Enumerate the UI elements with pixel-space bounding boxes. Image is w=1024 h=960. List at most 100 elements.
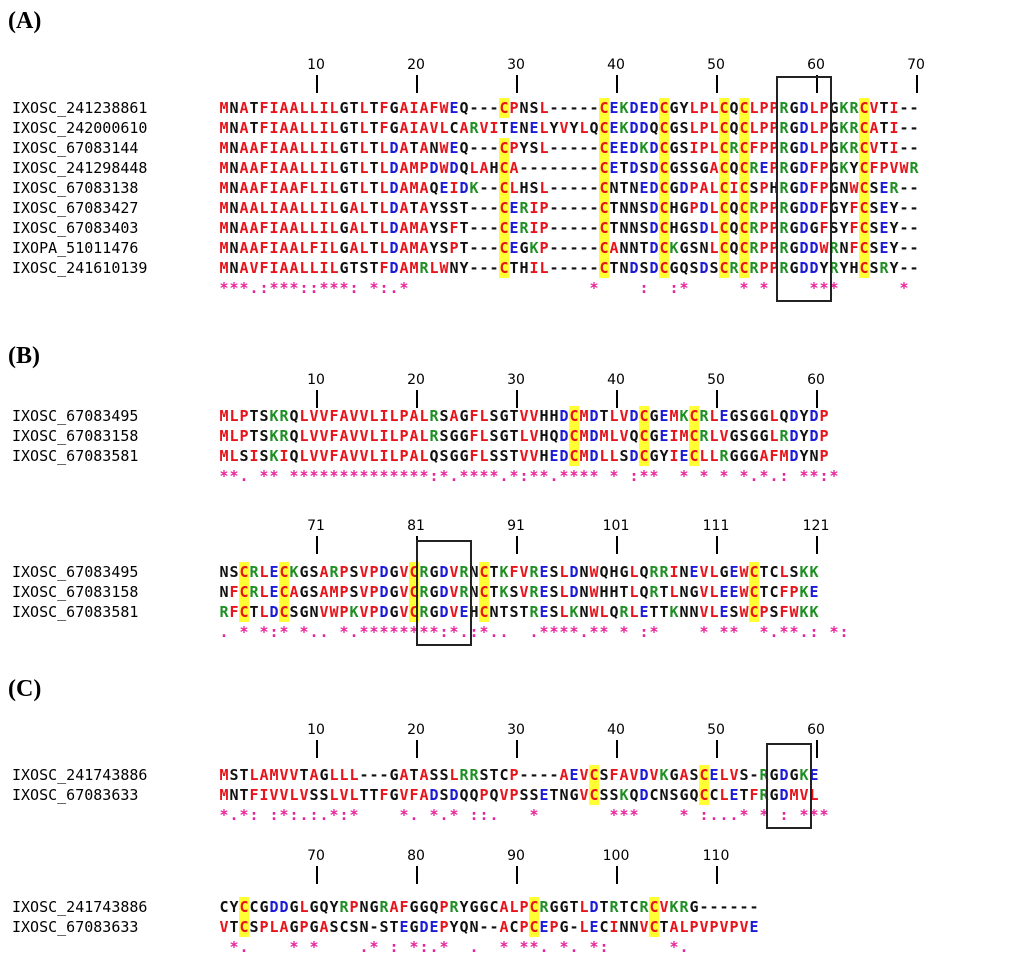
ruler-tick — [716, 740, 718, 758]
sequence-residues: CYCCGDDGLGQYRPNGRAFGGQPRYGGCALPCRGGTLDTR… — [219, 897, 759, 917]
sequence-name: IXOSC_67083581 — [12, 603, 139, 621]
sequence-name: IXOSC_242000610 — [12, 119, 148, 137]
ruler-tick — [516, 390, 518, 408]
ruler-number: 20 — [407, 372, 425, 388]
sequence-residues: MNAAFIAALFILGALTLDAMAYSPT---CEGKP-----CA… — [219, 238, 919, 258]
consensus-line: *.*: :*:.:.*:* *. *.* ::. * *** * :...* … — [219, 806, 829, 824]
ruler-tick — [516, 866, 518, 884]
ruler-number: 100 — [602, 848, 630, 864]
ruler-tick — [516, 536, 518, 554]
ruler-number: 81 — [407, 518, 425, 534]
sequence-residues: MLPTSKRQLVVFAVVLILPALRSGGFLSGTLVHQDCMDML… — [219, 426, 829, 446]
sequence-name: IXOSC_241238861 — [12, 99, 148, 117]
sequence-residues: RFCTLDCSGNVWPKVPDGVCRGDVEHCNTSTRESLKNWLQ… — [219, 602, 819, 622]
panel-label: (B) — [8, 343, 40, 369]
sequence-residues: MNAAFIAALLILGTLTLDATANWEQ---CPYSL-----CE… — [219, 138, 919, 158]
ruler-tick — [316, 740, 318, 758]
ruler-tick — [616, 390, 618, 408]
ruler-number: 101 — [602, 518, 630, 534]
ruler-number: 70 — [307, 848, 325, 864]
ruler-tick — [616, 536, 618, 554]
consensus-line: ***.:***::***: *:.* * : :* * * *** * — [219, 279, 909, 297]
ruler-tick — [816, 740, 818, 758]
ruler-number: 20 — [407, 722, 425, 738]
sequence-name: IXOPA_51011476 — [12, 239, 139, 257]
ruler-tick — [716, 390, 718, 408]
sequence-name: IXOSC_241610139 — [12, 259, 148, 277]
sequence-name: IXOSC_241743886 — [12, 766, 148, 784]
sequence-name: IXOSC_67083158 — [12, 583, 139, 601]
ruler-number: 110 — [702, 848, 730, 864]
sequence-name: IXOSC_67083403 — [12, 219, 139, 237]
sequence-residues: MLPTSKRQLVVFAVVLILPALRSAGFLSGTVVHHDCMDTL… — [219, 406, 829, 426]
panel-label: (A) — [8, 8, 42, 34]
rgd-motif-box — [766, 743, 812, 829]
ruler-tick — [816, 536, 818, 554]
ruler-number: 60 — [807, 372, 825, 388]
ruler-number: 60 — [807, 722, 825, 738]
sequence-residues: MNAAFIAAFLILGTLTLDAMAQEIDK--CLHSL-----CN… — [219, 178, 919, 198]
sequence-name: IXOSC_67083495 — [12, 563, 139, 581]
sequence-residues: VTCSPLAGPGASCSN-STEGDEPYQN--ACPCEPG-LECI… — [219, 917, 759, 937]
ruler-number: 30 — [507, 722, 525, 738]
ruler-number: 111 — [702, 518, 730, 534]
sequence-residues: MNAVFIAALLILGTSTFDAMRLWNY---CTHIL-----CT… — [219, 258, 919, 278]
ruler-number: 80 — [407, 848, 425, 864]
sequence-name: IXOSC_67083581 — [12, 447, 139, 465]
ruler-tick — [716, 866, 718, 884]
ruler-number: 10 — [307, 722, 325, 738]
ruler-tick — [316, 866, 318, 884]
sequence-name: IXOSC_67083158 — [12, 427, 139, 445]
ruler-number: 30 — [507, 57, 525, 73]
ruler-tick — [516, 740, 518, 758]
ruler-number: 70 — [907, 57, 925, 73]
sequence-residues: MSTLAMVVTAGLLL---GATASSLRRSTCP----AEVCSF… — [219, 765, 819, 785]
sequence-name: IXOSC_67083144 — [12, 139, 139, 157]
sequence-name: IXOSC_241298448 — [12, 159, 148, 177]
ruler-tick — [416, 390, 418, 408]
consensus-line: . * *:* *.. *.********:*.:*.. .****.** *… — [219, 623, 849, 641]
ruler-number: 40 — [607, 722, 625, 738]
ruler-tick — [516, 75, 518, 93]
consensus-line: *. * * .* : *:.* . * **. *. *: *. — [229, 938, 689, 956]
ruler-number: 20 — [407, 57, 425, 73]
sequence-name: IXOSC_241743886 — [12, 898, 148, 916]
sequence-name: IXOSC_67083495 — [12, 407, 139, 425]
sequence-residues: NFCRLECAGSAMPSVPDGVCRGDVRNCTKSVRESLDNWHH… — [219, 582, 819, 602]
rgd-motif-box — [776, 76, 832, 302]
ruler-tick — [316, 536, 318, 554]
sequence-name: IXOSC_67083633 — [12, 786, 139, 804]
ruler-tick — [716, 536, 718, 554]
panel-label: (C) — [8, 676, 42, 702]
ruler-tick — [916, 75, 918, 93]
ruler-number: 50 — [707, 57, 725, 73]
ruler-number: 90 — [507, 848, 525, 864]
sequence-residues: MNAAFIAALLILGALTLDAMAYSFT---CERIP-----CT… — [219, 218, 919, 238]
ruler-tick — [316, 75, 318, 93]
ruler-tick — [416, 866, 418, 884]
consensus-line: **. ** **************:*.****.*:**.**** *… — [219, 467, 839, 485]
ruler-number: 50 — [707, 372, 725, 388]
sequence-residues: MNATFIAALLILGTLTFGAIAFWEQ---CPNSL-----CE… — [219, 98, 919, 118]
ruler-tick — [416, 75, 418, 93]
ruler-tick — [716, 75, 718, 93]
ruler-tick — [616, 740, 618, 758]
sequence-name: IXOSC_67083633 — [12, 918, 139, 936]
ruler-number: 10 — [307, 372, 325, 388]
sequence-residues: NSCRLECKGSARPSVPDGVCRGDVRNCTKFVRESLDNWQH… — [219, 562, 819, 582]
ruler-number: 121 — [802, 518, 830, 534]
sequence-residues: MLSISKIQLVVFAVVLILPALQSGGFLSSTVVHEDCMDLL… — [219, 446, 829, 466]
ruler-tick — [616, 866, 618, 884]
ruler-number: 10 — [307, 57, 325, 73]
ruler-tick — [416, 740, 418, 758]
ruler-number: 91 — [507, 518, 525, 534]
ruler-tick — [316, 390, 318, 408]
sequence-residues: MNAAFIAALLILGTLTLDAMPDWDQLAHCA--------CE… — [219, 158, 919, 178]
ruler-number: 50 — [707, 722, 725, 738]
sequence-residues: MNTFIVVLVSSLVLTTFGVFADSDQQPQVPSSETNGVCSS… — [219, 785, 819, 805]
ruler-number: 60 — [807, 57, 825, 73]
ruler-number: 71 — [307, 518, 325, 534]
ruler-number: 40 — [607, 372, 625, 388]
ruler-number: 30 — [507, 372, 525, 388]
ruler-number: 40 — [607, 57, 625, 73]
